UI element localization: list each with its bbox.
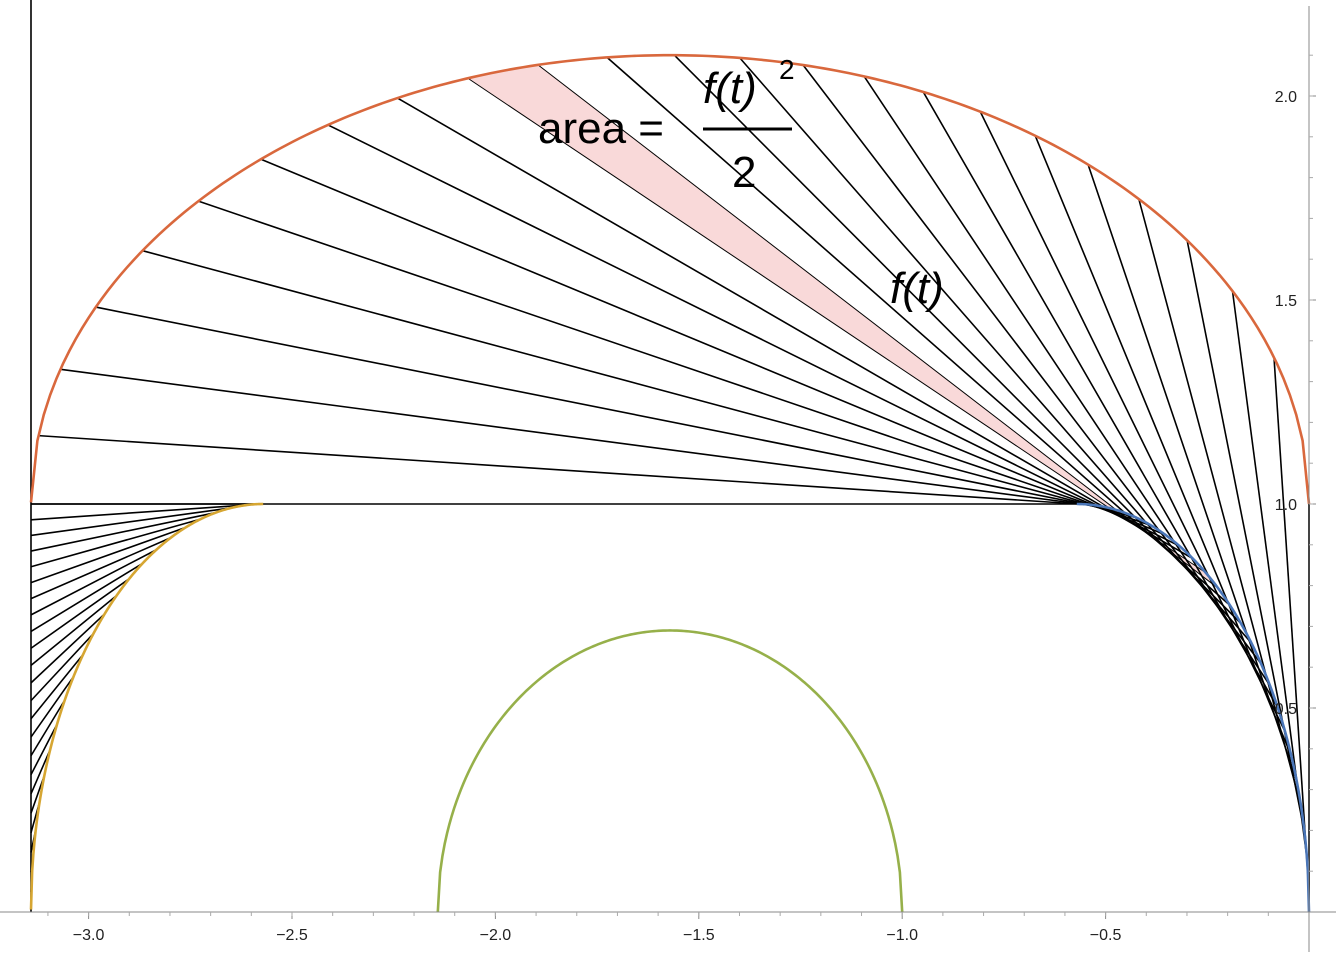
right-fan-segment bbox=[802, 64, 1262, 665]
left-fan-segment bbox=[30, 537, 172, 600]
right-fan-segment bbox=[142, 249, 1138, 519]
right-fan-segment bbox=[922, 91, 1279, 709]
left-fan-segment bbox=[30, 504, 248, 521]
right-fan-segment bbox=[606, 56, 1231, 606]
left-fan-segment bbox=[30, 526, 186, 584]
right-fan-segment bbox=[95, 306, 1123, 513]
left-fan-segment bbox=[30, 518, 201, 568]
x-tick-label: −2.0 bbox=[480, 927, 512, 944]
outer-ellipse-curve bbox=[29, 53, 1311, 505]
right-fan-segment bbox=[1273, 357, 1310, 886]
right-fan-segment bbox=[1186, 240, 1306, 833]
formula-numerator: f(t) bbox=[703, 64, 757, 113]
segment-label: f(t) bbox=[890, 264, 944, 313]
right-fan-segment bbox=[327, 124, 1180, 547]
formula-exponent: 2 bbox=[779, 54, 795, 85]
axis-layer bbox=[0, 6, 1336, 952]
right-fan-segment bbox=[1087, 164, 1298, 782]
x-tick-label: −3.0 bbox=[73, 927, 105, 944]
curve-layer bbox=[29, 53, 1311, 913]
right-fan-segment bbox=[537, 64, 1219, 589]
left-arc-curve bbox=[29, 502, 264, 910]
left-fan-segment bbox=[30, 632, 95, 702]
highlight-layer bbox=[467, 64, 1219, 589]
left-fan-segment bbox=[30, 699, 66, 757]
x-tick-label: −1.0 bbox=[886, 927, 918, 944]
y-tick-label: 0.5 bbox=[1275, 701, 1297, 718]
highlighted-area-wedge bbox=[467, 64, 1219, 589]
left-fan-segment bbox=[30, 549, 157, 616]
x-tick-label: −2.5 bbox=[276, 927, 308, 944]
left-fan-segment bbox=[30, 749, 51, 795]
right-fan-segment bbox=[863, 75, 1271, 686]
left-fan-segment bbox=[30, 578, 130, 649]
y-tick-label: 1.0 bbox=[1275, 497, 1297, 514]
right-fan-segment bbox=[60, 368, 1108, 509]
left-fan-segment bbox=[30, 511, 217, 552]
right-fan-segment bbox=[1231, 290, 1308, 859]
area-formula: area = f(t) 2 2 bbox=[538, 54, 795, 197]
left-fan-segment bbox=[30, 613, 106, 684]
formula-lhs: area = bbox=[538, 104, 664, 153]
right-fan-segment bbox=[739, 57, 1252, 644]
inner-ellipse-curve bbox=[436, 629, 904, 913]
right-fan-segment bbox=[397, 97, 1194, 560]
left-fan-segment bbox=[30, 507, 232, 537]
y-tick-label: 1.5 bbox=[1275, 293, 1297, 310]
right-fan-segment bbox=[1138, 198, 1302, 807]
formula-denominator: 2 bbox=[732, 148, 756, 197]
x-tick-label: −0.5 bbox=[1090, 927, 1122, 944]
right-arc-curve bbox=[1076, 502, 1311, 913]
right-fan-segment bbox=[467, 77, 1207, 574]
right-fan-segment bbox=[198, 200, 1152, 527]
segment-fan-layer bbox=[30, 0, 1310, 918]
left-fan-segment bbox=[30, 654, 84, 720]
left-fan-segment bbox=[30, 723, 58, 776]
right-fan-segment bbox=[38, 434, 1093, 506]
right-fan-segment bbox=[1034, 135, 1293, 757]
right-fan-segment bbox=[260, 158, 1166, 536]
right-fan-segment bbox=[979, 111, 1286, 732]
y-tick-label: 2.0 bbox=[1275, 89, 1297, 106]
right-fan-segment bbox=[673, 54, 1242, 625]
tick-layer: −3.0 −2.5 −2.0 −1.5 −1.0 −0.5 0.5 1.0 1.5 2.0 bbox=[47, 54, 1316, 944]
x-tick-label: −1.5 bbox=[683, 927, 715, 944]
left-fan-segment bbox=[30, 594, 118, 667]
left-fan-segment bbox=[30, 562, 143, 633]
left-fan-segment bbox=[30, 676, 75, 738]
